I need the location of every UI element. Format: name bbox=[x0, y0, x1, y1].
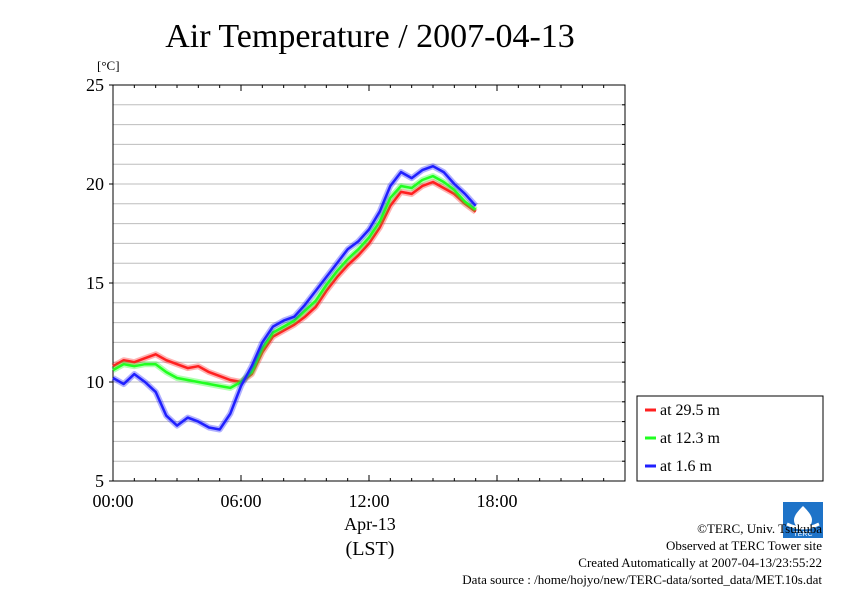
series-lines bbox=[111, 163, 478, 433]
created-text: Created Automatically at 2007-04-13/23:5… bbox=[578, 555, 822, 570]
legend-label: at 29.5 m bbox=[660, 402, 721, 419]
series-line bbox=[112, 180, 477, 384]
observed-text: Observed at TERC Tower site bbox=[665, 538, 822, 553]
y-tick-label: 10 bbox=[86, 372, 104, 392]
legend-label: at 1.6 m bbox=[660, 458, 713, 475]
series-halo bbox=[111, 173, 478, 391]
copyright-text: ©TERC, Univ. Tsukuba bbox=[697, 521, 822, 536]
x-axis-label: (LST) bbox=[346, 538, 395, 560]
y-axis: 5 10 15 20 25 bbox=[86, 75, 626, 491]
x-tick-label: 06:00 bbox=[220, 491, 261, 511]
y-tick-label: 20 bbox=[86, 174, 104, 194]
series-line bbox=[112, 164, 477, 431]
x-tick-label: 18:00 bbox=[476, 491, 517, 511]
x-axis: 00:00 06:00 12:00 18:00 bbox=[92, 491, 517, 511]
series-line bbox=[112, 174, 477, 390]
x-axis-date-label: Apr-13 bbox=[344, 514, 396, 534]
x-tick-label: 12:00 bbox=[348, 491, 389, 511]
x-tick-label: 00:00 bbox=[92, 491, 133, 511]
y-axis-unit: [°C] bbox=[97, 58, 120, 73]
chart-title: Air Temperature / 2007-04-13 bbox=[165, 18, 575, 55]
y-tick-label: 25 bbox=[86, 75, 104, 95]
series-halo bbox=[111, 163, 478, 433]
logo-text: TERC bbox=[793, 531, 812, 538]
series-halo bbox=[111, 179, 478, 385]
legend-label: at 12.3 m bbox=[660, 430, 721, 447]
terc-logo: TERC bbox=[783, 502, 823, 538]
y-tick-label: 5 bbox=[95, 471, 104, 491]
legend-box bbox=[636, 395, 824, 482]
legend: at 29.5 m at 12.3 m at 1.6 m bbox=[636, 395, 824, 482]
grid-lines bbox=[113, 84, 625, 482]
data-source-text: Data source : /home/hojyo/new/TERC-data/… bbox=[462, 572, 822, 587]
y-tick-label: 15 bbox=[86, 273, 104, 293]
